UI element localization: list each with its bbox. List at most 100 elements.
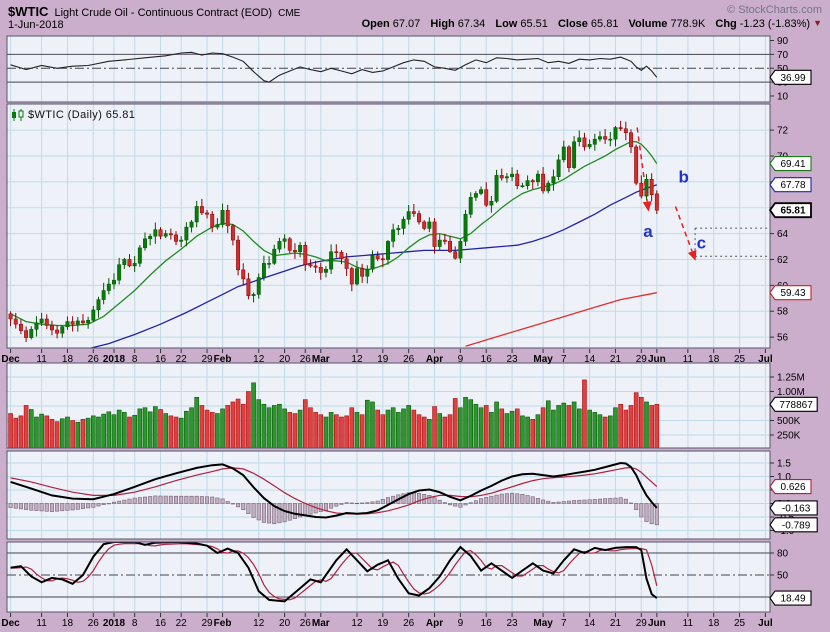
wave-label-b: b (679, 168, 689, 187)
svg-text:2018: 2018 (103, 354, 126, 365)
svg-text:16: 16 (155, 618, 167, 629)
change-down-arrow-icon: ▼ (813, 18, 822, 28)
svg-text:8: 8 (132, 618, 138, 629)
macd-line (10, 461, 658, 519)
svg-text:8: 8 (132, 354, 138, 365)
x-axis-bottom: Dec 11 18 26 2018 8 16 22 29 Feb 12 20 26 Mar 12 19 26 Ap… (1, 613, 773, 629)
macd-signal-line (10, 466, 658, 515)
svg-text:16: 16 (481, 618, 493, 629)
svg-text:Apr: Apr (426, 354, 443, 365)
low-label: Low (495, 18, 518, 30)
price-annotations: a b c (636, 127, 768, 261)
svg-text:58: 58 (777, 307, 789, 318)
svg-text:26: 26 (88, 618, 100, 629)
stoch-k-line (10, 542, 658, 603)
svg-text:80: 80 (777, 549, 789, 560)
grid-vertical (10, 542, 766, 612)
wave-label-a: a (643, 222, 653, 241)
svg-text:1.25M: 1.25M (777, 373, 805, 384)
grid-vertical (10, 36, 766, 102)
close-label: Close (557, 18, 588, 30)
volume-bars (8, 379, 660, 448)
svg-text:70: 70 (777, 50, 789, 61)
svg-text:778867: 778867 (779, 400, 813, 411)
callout-box (769, 396, 818, 412)
open-value: 67.07 (392, 18, 421, 30)
callout-box (769, 69, 812, 85)
stoch-d-line (10, 543, 658, 601)
svg-text:29: 29 (201, 354, 213, 365)
svg-text:Jul: Jul (758, 618, 773, 629)
value-callouts: 36.99 69.41 67.78 65.81 59.43 778867 0.626 -0.1… (768, 69, 818, 606)
svg-text:Feb: Feb (214, 354, 232, 365)
high-label: High (430, 18, 455, 30)
rsi-panel (6, 35, 771, 103)
svg-text:59.43: 59.43 (780, 288, 805, 299)
svg-text:-0.789: -0.789 (782, 520, 811, 531)
low-value: 65.51 (520, 18, 548, 30)
svg-text:14: 14 (584, 618, 596, 629)
wave-arrow-2 (674, 206, 693, 252)
svg-text:67.78: 67.78 (780, 180, 805, 191)
callout-box (769, 177, 812, 193)
volume-panel (6, 362, 771, 449)
quote-summary: Open 67.07 High 67.34 Low 65.51 Close 65.81 … (355, 18, 822, 30)
svg-text:65.81: 65.81 (780, 206, 805, 217)
svg-text:18: 18 (708, 618, 720, 629)
svg-text:50: 50 (777, 571, 789, 582)
rsi-line (10, 51, 658, 83)
chart-title: Light Crude Oil - Continuous Contract (E… (54, 7, 273, 19)
svg-text:19: 19 (377, 618, 389, 629)
svg-text:36.99: 36.99 (780, 73, 805, 84)
chg-value: -1.23 (-1.83%) (739, 18, 811, 30)
svg-text:Jun: Jun (648, 354, 666, 365)
svg-text:18: 18 (708, 354, 720, 365)
wave-label-c: c (697, 234, 706, 253)
svg-text:18.49: 18.49 (780, 594, 805, 605)
svg-text:May: May (533, 618, 553, 629)
svg-text:26: 26 (300, 618, 312, 629)
svg-text:May: May (533, 354, 553, 365)
candlestick-icon (12, 109, 24, 121)
svg-text:Apr: Apr (426, 618, 443, 629)
svg-text:18: 18 (62, 618, 74, 629)
svg-text:29: 29 (201, 618, 213, 629)
svg-text:23: 23 (507, 618, 519, 629)
svg-text:64: 64 (777, 229, 789, 240)
callout-box (769, 479, 812, 495)
volume-value: 778.9K (670, 18, 706, 30)
svg-text:7: 7 (561, 618, 567, 629)
svg-text:26: 26 (403, 354, 415, 365)
svg-text:62: 62 (777, 255, 789, 266)
svg-text:12: 12 (253, 354, 265, 365)
svg-text:Jul: Jul (758, 354, 773, 365)
svg-text:11: 11 (683, 354, 694, 365)
svg-text:21: 21 (610, 354, 622, 365)
chart-header: $WTIC Light Crude Oil - Continuous Contra… (8, 3, 300, 21)
svg-text:22: 22 (176, 354, 188, 365)
svg-text:2018: 2018 (103, 618, 126, 629)
svg-text:0.626: 0.626 (780, 482, 805, 493)
svg-text:Dec: Dec (1, 618, 20, 629)
stoch-panel (6, 541, 771, 613)
svg-text:250K: 250K (777, 431, 801, 442)
price-panel: a b c (6, 103, 771, 349)
svg-text:18: 18 (62, 354, 74, 365)
close-value: 65.81 (590, 18, 619, 30)
svg-text:26: 26 (403, 618, 415, 629)
svg-text:26: 26 (300, 354, 312, 365)
svg-text:Dec: Dec (1, 354, 20, 365)
svg-text:9: 9 (458, 354, 464, 365)
candlesticks (8, 120, 659, 343)
svg-text:14: 14 (584, 354, 596, 365)
svg-text:11: 11 (36, 618, 47, 629)
svg-text:69.41: 69.41 (780, 159, 805, 170)
svg-text:22: 22 (176, 618, 188, 629)
open-label: Open (361, 18, 390, 30)
svg-text:-0.163: -0.163 (782, 503, 811, 514)
callout-box (769, 590, 812, 606)
macd-histogram (8, 492, 659, 526)
svg-text:12: 12 (351, 618, 363, 629)
